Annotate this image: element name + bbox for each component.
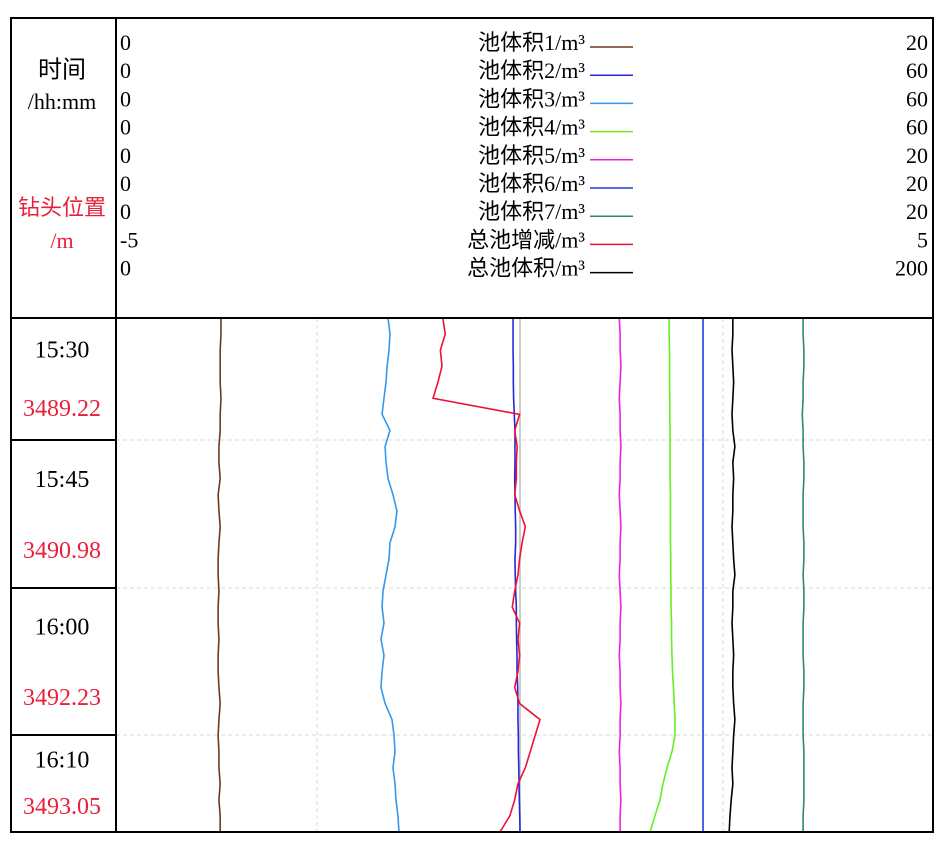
depth-value: 3489.22 xyxy=(23,396,101,422)
scale-max: 20 xyxy=(906,171,928,196)
legend-label: 池体积5/m³ xyxy=(478,143,585,168)
depth-value: 3492.23 xyxy=(23,685,101,711)
time-value: 15:45 xyxy=(35,467,90,493)
curve xyxy=(801,318,805,832)
curve xyxy=(728,318,736,833)
scale-max: 200 xyxy=(895,256,928,281)
time-value: 16:10 xyxy=(35,748,90,774)
scale-min: 0 xyxy=(120,256,131,281)
scale-min: 0 xyxy=(120,115,131,140)
scale-min: 0 xyxy=(120,171,131,196)
time-unit: /hh:mm xyxy=(28,89,96,114)
curve xyxy=(217,318,222,832)
curve xyxy=(380,317,400,833)
scale-max: 20 xyxy=(906,143,928,168)
depth-unit: /m xyxy=(50,228,73,253)
scale-min: 0 xyxy=(120,30,131,55)
scale-max: 20 xyxy=(906,199,928,224)
curves xyxy=(217,317,805,833)
depth-value: 3493.05 xyxy=(23,794,101,820)
scale-max: 60 xyxy=(906,115,928,140)
time-label: 时间 xyxy=(38,57,86,84)
scale-min: 0 xyxy=(120,143,131,168)
scale-min: 0 xyxy=(120,58,131,83)
legend-label: 池体积3/m³ xyxy=(478,86,585,111)
scale-max: 20 xyxy=(906,30,928,55)
scale-min: -5 xyxy=(120,227,138,252)
time-value: 15:30 xyxy=(35,338,90,364)
curve xyxy=(618,317,622,832)
scale-min: 0 xyxy=(120,199,131,224)
legend-label: 池体积1/m³ xyxy=(478,30,585,55)
grid xyxy=(116,318,933,832)
scale-min: 0 xyxy=(120,86,131,111)
scale-max: 60 xyxy=(906,58,928,83)
legend-label: 池体积7/m³ xyxy=(478,199,585,224)
outer-border xyxy=(10,17,934,833)
time-value: 16:00 xyxy=(35,615,90,641)
legend-label: 池体积2/m³ xyxy=(478,58,585,83)
legend-label: 池体积4/m³ xyxy=(478,115,585,140)
curve xyxy=(512,318,521,833)
legend-label: 总池体积/m³ xyxy=(467,256,585,281)
depth-label: 钻头位置 xyxy=(18,195,106,220)
frame xyxy=(10,17,934,833)
curve xyxy=(431,317,541,833)
curve xyxy=(649,318,676,833)
scale-max: 60 xyxy=(906,86,928,111)
scale-max: 5 xyxy=(917,227,928,252)
legend-label: 总池增减/m³ xyxy=(467,227,585,252)
legend-label: 池体积6/m³ xyxy=(478,171,585,196)
depth-value: 3490.98 xyxy=(23,538,101,564)
